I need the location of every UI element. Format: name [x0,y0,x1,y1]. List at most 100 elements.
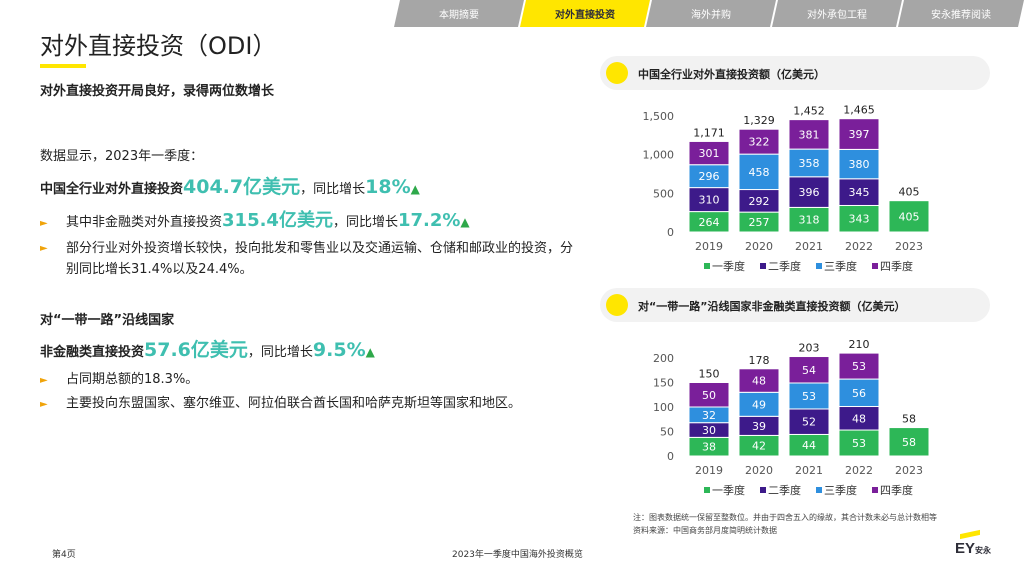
yellow-dot-icon [606,294,628,316]
bar-value-label: 345 [849,186,870,199]
bar-value-label: 50 [702,389,716,402]
bar-value-label: 358 [799,157,820,170]
x-tick-label: 2020 [745,464,773,477]
legend-label: 四季度 [880,483,913,497]
bar-value-label: 42 [752,440,766,453]
bar-value-label: 397 [849,128,870,141]
bullet-arrow-icon: ► [40,399,48,410]
headline-prefix: 中国全行业对外直接投资 [40,182,184,197]
bar-segment-2019-四季度 [688,382,730,408]
bar-value-label: 257 [749,216,770,229]
chart-note: 注：图表数据统一保留至整数位。并由于四舍五入的缘故，其合计数未必与总计数相等 [633,513,937,522]
bar-value-label: 301 [699,147,720,160]
bar-segment-2023-一季度 [888,200,930,233]
logo-cn-text: 安永 [975,546,992,555]
section2-bullet-2: ► 主要投向东盟国家、塞尔维亚、阿拉伯联合酋长国和哈萨克斯坦等国家和地区。 [40,392,521,411]
chart1-title: 中国全行业对外直接投资额（亿美元） [638,68,825,81]
bullet-prefix: 其中非金融类对外直接投资 [66,215,223,230]
tab-label: 本期摘要 [439,10,479,21]
x-tick-label: 2020 [745,240,773,253]
tab-label: 对外承包工程 [807,10,867,21]
bullet-growth: 17.2% [397,210,461,231]
bar-segment-2021-四季度 [788,356,830,384]
section2-bullet-1: ► 占同期总额的18.3%。 [40,368,198,387]
bar-segment-2022-四季度 [838,118,880,150]
bullet-arrow-icon: ► [40,218,48,229]
legend-swatch [872,263,878,269]
chart1-odi-total: 0 500 1,000 1,500 264 310 296 301 1,171 2019 257 29… [643,104,930,273]
tab-summary[interactable]: 本期摘要 [394,0,524,27]
bar-value-label: 54 [802,364,816,377]
bullet-text: 主要投向东盟国家、塞尔维亚、阿拉伯联合酋长国和哈萨克斯坦等国家和地区。 [66,396,522,411]
bar-value-label: 44 [802,439,816,452]
legend-swatch [704,263,710,269]
bar-total-label: 178 [749,354,770,367]
x-tick-label: 2023 [895,240,923,253]
legend-swatch [816,263,822,269]
headline-mid: ，同比增长 [300,182,366,197]
bar-value-label: 49 [752,398,766,411]
bar-total-label: 1,171 [693,126,725,139]
headline-mid: ，同比增长 [247,345,313,360]
tab-overseas-ma[interactable]: 海外并购 [646,0,776,27]
tab-recommended-reading[interactable]: 安永推荐阅读 [898,0,1024,27]
bar-value-label: 458 [749,166,770,179]
chart2-title: 对“一带一路”沿线国家非金融类直接投资额（亿美元） [638,300,906,313]
page-title: 对外直接投资（ODI） [40,32,277,60]
x-tick-label: 2022 [845,464,873,477]
bar-total-label: 203 [799,342,820,355]
data-source: 资料来源：中国商务部月度简明统计数据 [633,526,777,535]
legend-label: 二季度 [768,483,801,497]
tab-odi[interactable]: 对外直接投资 [520,0,650,27]
up-triangle-icon: ▲ [460,215,470,229]
up-triangle-icon: ▲ [365,345,375,359]
logo-text: EY [955,540,976,557]
up-triangle-icon: ▲ [410,182,420,196]
headline-growth: 18% [365,176,411,198]
bar-value-label: 52 [802,416,816,429]
legend-swatch [760,487,766,493]
bar-value-label: 58 [902,436,916,449]
legend-swatch [704,487,710,493]
bar-segment-2020-四季度 [738,128,780,155]
bar-value-label: 380 [849,158,870,171]
y-tick-label: 100 [653,401,674,414]
bar-value-label: 48 [752,375,766,388]
bullet-text: 部分行业对外投资增长较快，投向批发和零售业以及交通运输、仓储和邮政业的投资，分别… [66,241,574,277]
legend-swatch [760,263,766,269]
title-underline [40,64,86,68]
bar-value-label: 318 [799,214,820,227]
bullet-value: 315.4亿美元 [222,210,333,231]
tab-contract-projects[interactable]: 对外承包工程 [772,0,902,27]
x-tick-label: 2019 [695,240,723,253]
bar-total-label: 405 [899,186,920,199]
x-tick-label: 2021 [795,240,823,253]
bar-total-label: 1,452 [793,105,825,118]
bullet-mid: ，同比增长 [332,215,398,230]
bar-value-label: 396 [799,186,820,199]
bar-value-label: 53 [852,360,866,373]
bullet-arrow-icon: ► [40,243,48,254]
x-tick-label: 2019 [695,464,723,477]
y-tick-label: 50 [660,426,674,439]
legend-label: 四季度 [880,259,913,273]
chart2-header: 对“一带一路”沿线国家非金融类直接投资额（亿美元） [600,288,990,322]
section2-heading: 对“一带一路”沿线国家 [40,313,175,328]
legend-swatch [816,487,822,493]
legend-label: 三季度 [824,259,857,273]
y-tick-label: 0 [667,450,674,463]
y-tick-label: 150 [653,377,674,390]
yellow-dot-icon [606,62,628,84]
x-tick-label: 2021 [795,464,823,477]
section1-heading: 对外直接投资开局良好，录得两位数增长 [40,84,275,99]
bar-value-label: 30 [702,424,716,437]
bar-total-label: 1,329 [743,114,775,127]
bar-segment-2021-四季度 [788,119,830,150]
bullet-arrow-icon: ► [40,375,48,386]
y-tick-label: 500 [653,187,674,200]
bullet-text: 占同期总额的18.3%。 [66,372,199,387]
bar-segment-2022-四季度 [838,352,880,380]
y-tick-label: 0 [667,226,674,239]
section2-headline: 非金融类直接投资57.6亿美元，同比增长9.5%▲ [40,335,375,362]
section1-bullet-2: ► 部分行业对外投资增长较快，投向批发和零售业以及交通运输、仓储和邮政业的投资，分… [40,238,580,280]
